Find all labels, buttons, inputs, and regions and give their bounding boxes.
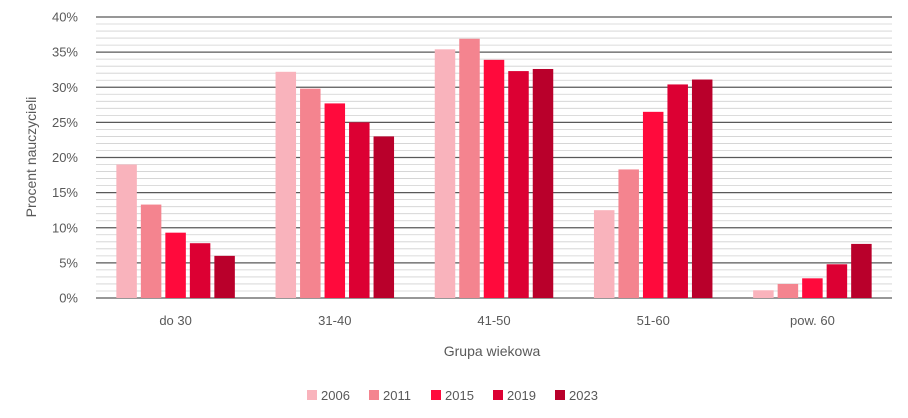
bar-2023-do-30 xyxy=(214,255,235,298)
legend-swatch xyxy=(307,390,317,400)
legend-item-2015: 2015 xyxy=(431,388,474,403)
legend-label: 2015 xyxy=(445,388,474,403)
y-tick-label: 35% xyxy=(52,45,78,60)
bar-2019-41-50 xyxy=(508,71,529,298)
bars xyxy=(116,38,872,299)
y-tick-label: 10% xyxy=(52,220,78,235)
bar-2023-41-50 xyxy=(532,68,554,298)
x-tick-label: 51-60 xyxy=(637,313,670,328)
bar-2011-do-30 xyxy=(140,204,162,298)
legend-item-2011: 2011 xyxy=(369,388,411,403)
legend: 2006 2011 2015 2019 2023 xyxy=(307,388,598,403)
bar-2011-pow-60 xyxy=(777,283,799,298)
y-axis-ticks: 0% 5% 10% 15% 20% 25% 30% 35% 40% xyxy=(52,10,78,306)
x-tick-label: do 30 xyxy=(159,313,192,328)
bar-2015-do-30 xyxy=(165,232,186,298)
bar-2019-do-30 xyxy=(189,243,211,298)
bar-2011-41-50 xyxy=(459,38,480,299)
legend-label: 2023 xyxy=(569,388,598,403)
legend-swatch xyxy=(431,390,441,400)
bar-2023-pow-60 xyxy=(851,243,872,298)
bar-2015-51-60 xyxy=(642,111,664,299)
bar-2011-51-60 xyxy=(618,169,639,298)
legend-swatch xyxy=(493,390,503,400)
legend-label: 2019 xyxy=(507,388,536,403)
y-tick-label: 20% xyxy=(52,150,78,165)
bar-2006-31-40 xyxy=(275,71,297,298)
x-axis-ticks: do 30 31-40 41-50 51-60 pow. 60 xyxy=(159,313,834,328)
y-axis-title: Procent nauczycieli xyxy=(23,97,39,218)
bar-2019-pow-60 xyxy=(826,264,848,298)
bar-2006-do-30 xyxy=(116,164,137,298)
bar-2019-31-40 xyxy=(349,122,370,298)
bar-2015-pow-60 xyxy=(802,278,823,298)
bar-2006-41-50 xyxy=(434,49,456,298)
x-axis-title: Grupa wiekowa xyxy=(444,343,541,359)
bar-2023-51-60 xyxy=(691,79,713,299)
legend-item-2023: 2023 xyxy=(555,388,598,403)
bar-2015-41-50 xyxy=(483,59,505,298)
y-tick-label: 5% xyxy=(59,255,78,270)
legend-swatch xyxy=(555,390,565,400)
legend-item-2006: 2006 xyxy=(307,388,350,403)
legend-label: 2011 xyxy=(383,388,411,403)
y-tick-label: 25% xyxy=(52,115,78,130)
y-tick-label: 30% xyxy=(52,80,78,95)
bar-2006-51-60 xyxy=(593,210,615,298)
y-tick-label: 40% xyxy=(52,10,78,25)
bar-2019-51-60 xyxy=(667,84,688,298)
bar-2006-pow-60 xyxy=(753,290,774,298)
bar-2015-31-40 xyxy=(324,103,346,298)
x-tick-label: pow. 60 xyxy=(790,313,835,328)
legend-item-2019: 2019 xyxy=(493,388,536,403)
x-tick-label: 41-50 xyxy=(477,313,510,328)
y-tick-label: 0% xyxy=(59,291,78,306)
x-tick-label: 31-40 xyxy=(318,313,351,328)
bar-2023-31-40 xyxy=(373,136,395,298)
bar-2011-31-40 xyxy=(300,88,321,298)
legend-swatch xyxy=(369,390,379,400)
legend-label: 2006 xyxy=(321,388,350,403)
y-tick-label: 15% xyxy=(52,185,78,200)
